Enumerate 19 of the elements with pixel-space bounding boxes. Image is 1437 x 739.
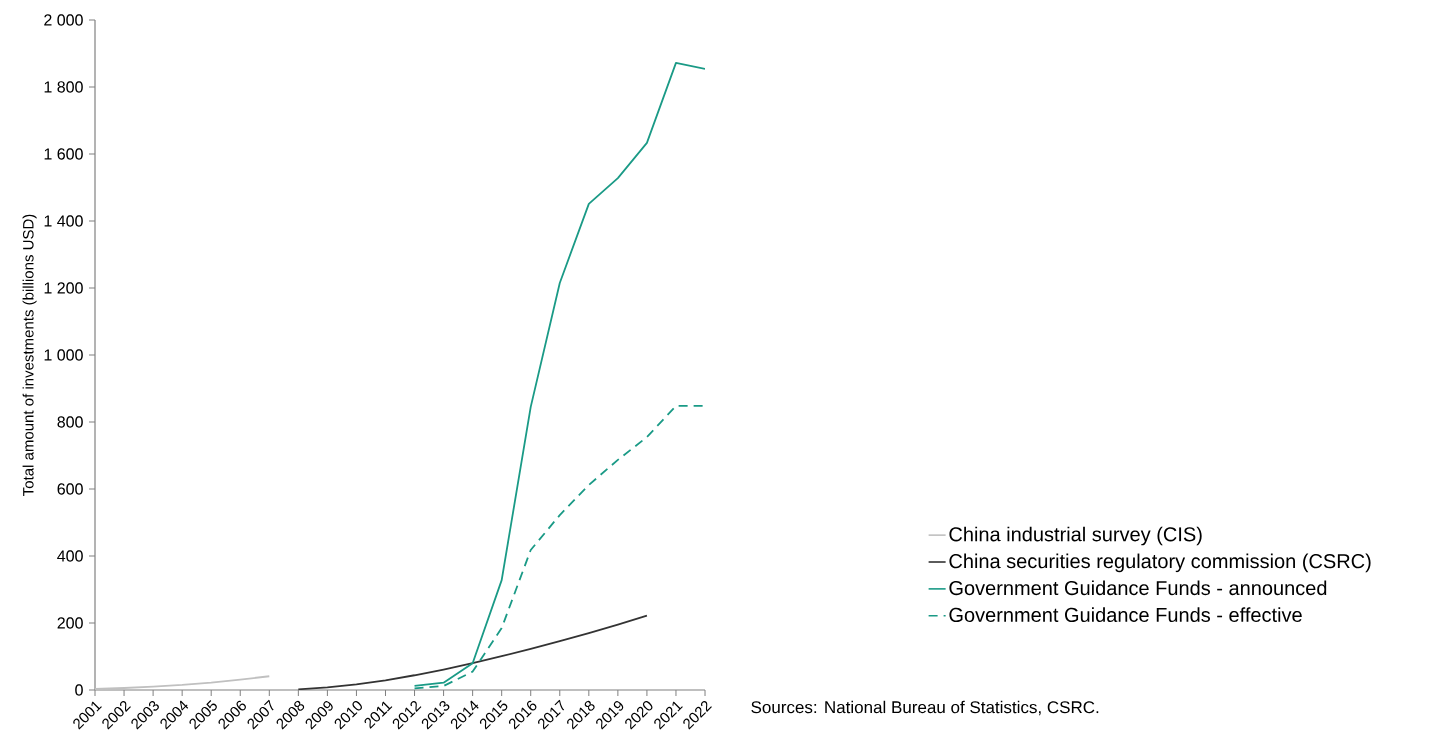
y-tick-label: 1 600	[44, 148, 83, 160]
y-tick-label: 1 400	[44, 215, 83, 227]
y-tick-label: 0	[75, 684, 83, 696]
y-tick-label: 1 200	[44, 282, 83, 294]
legend-label: China securities regulatory commission (CSRC)	[949, 553, 1371, 573]
y-axis-title: Total amount of investments (billions USD)	[22, 214, 37, 496]
y-tick-label: 400	[57, 550, 83, 562]
y-tick-label: 200	[57, 617, 83, 629]
y-tick-label: 800	[57, 416, 83, 428]
legend-label: Government Guidance Funds - announced	[949, 580, 1327, 596]
y-tick-label: 600	[57, 483, 83, 495]
legend-label: Government Guidance Funds - effective	[949, 607, 1302, 623]
line-series	[95, 675, 271, 690]
y-tick-label: 1 800	[44, 81, 83, 93]
y-tick-label: 2 000	[44, 14, 83, 26]
source-note: Sources: National Bureau of Statistics, CSRC.	[751, 700, 1099, 716]
y-tick-label: 1 000	[44, 349, 83, 361]
line-series	[297, 614, 648, 690]
legend-label: China industrial survey (CIS)	[949, 526, 1202, 546]
